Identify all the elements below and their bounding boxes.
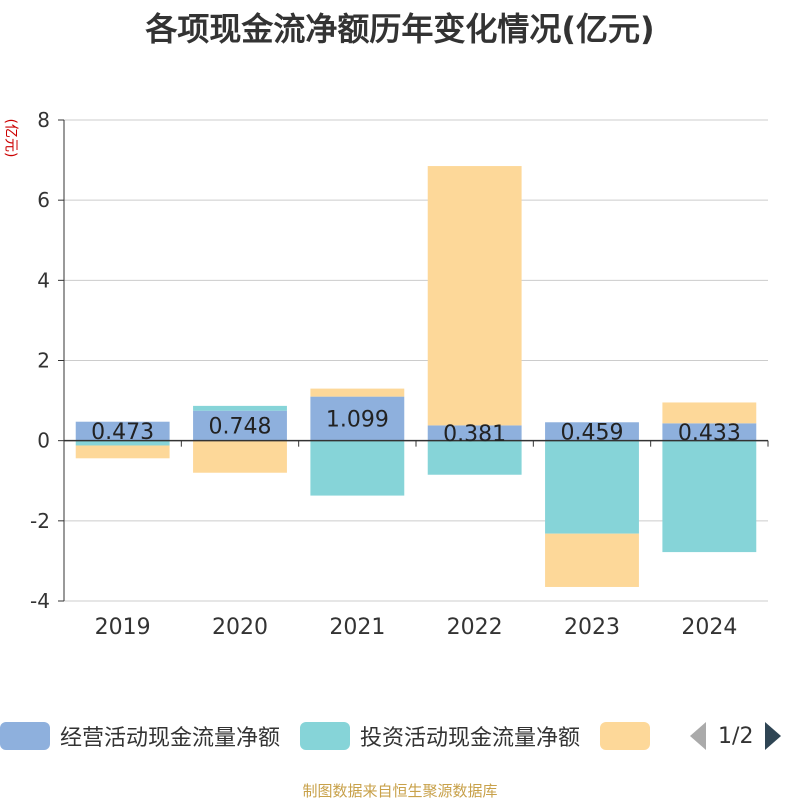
legend-item-financing[interactable] [600, 722, 660, 750]
data-label: 0.473 [91, 420, 154, 445]
data-label: 1.099 [326, 408, 389, 433]
y-tick-label: -4 [30, 589, 50, 613]
axes: -4 -2 0 2 4 6 8 2019 2020 2021 2022 2023 2024 [30, 108, 769, 640]
chart-title: 各项现金流净额历年变化情况(亿元) [145, 10, 655, 48]
y-tick-label: 8 [37, 108, 50, 132]
bar-financing-2023 [545, 533, 639, 587]
legend-label: 经营活动现金流量净额 [60, 726, 281, 751]
bar-financing-2019 [75, 445, 170, 459]
y-tick-label: 2 [37, 349, 50, 373]
x-tick-label: 2021 [329, 615, 385, 640]
data-label: 0.459 [561, 420, 624, 445]
legend-swatch [0, 722, 50, 750]
bar-investing-2019 [75, 440, 170, 446]
data-label: 0.433 [678, 421, 741, 446]
data-labels: 0.473 0.748 1.099 0.381 0.459 0.433 [91, 408, 741, 447]
legend: 经营活动现金流量净额 投资活动现金流量净额 1/2 [0, 716, 800, 756]
bar-series [75, 166, 757, 587]
bar-investing-2024 [662, 440, 757, 553]
y-tick-label: -2 [30, 509, 50, 533]
legend-page-indicator: 1/2 [718, 723, 754, 749]
data-source-note: 制图数据来自恒生聚源数据库 [302, 782, 498, 800]
bar-financing-2021 [310, 388, 405, 397]
x-tick-label: 2020 [212, 615, 268, 640]
x-tick-label: 2023 [564, 615, 620, 640]
bar-investing-2022 [427, 440, 522, 475]
bar-operating-2021 [310, 396, 405, 441]
legend-pager: 1/2 [690, 722, 782, 750]
bar-investing-2023 [545, 440, 639, 534]
y-tick-label: 4 [37, 268, 50, 292]
bar-operating-2019 [75, 421, 170, 441]
legend-swatch [600, 722, 651, 750]
bar-investing-2020 [193, 405, 287, 411]
x-tick-label: 2024 [681, 615, 737, 640]
legend-swatch [300, 722, 351, 750]
bar-operating-2022 [427, 425, 522, 441]
bar-financing-2020 [193, 440, 287, 473]
bar-financing-2022 [427, 166, 522, 426]
prev-page-icon[interactable] [690, 722, 707, 750]
data-label: 0.748 [209, 415, 272, 440]
legend-item-operating[interactable]: 经营活动现金流量净额 [0, 720, 280, 752]
bar-operating-2023 [545, 422, 639, 441]
bar-operating-2024 [662, 423, 757, 441]
next-page-icon[interactable] [765, 722, 782, 750]
legend-item-investing[interactable]: 投资活动现金流量净额 [300, 720, 580, 752]
bar-financing-2024 [662, 402, 757, 424]
bar-operating-2020 [193, 410, 287, 441]
x-tick-label: 2019 [95, 615, 151, 640]
data-label: 0.381 [443, 422, 506, 447]
legend-label: 投资活动现金流量净额 [360, 726, 581, 751]
bar-investing-2021 [310, 440, 405, 496]
y-tick-label: 0 [37, 429, 50, 453]
x-tick-label: 2022 [447, 615, 503, 640]
y-tick-label: 6 [37, 188, 50, 212]
